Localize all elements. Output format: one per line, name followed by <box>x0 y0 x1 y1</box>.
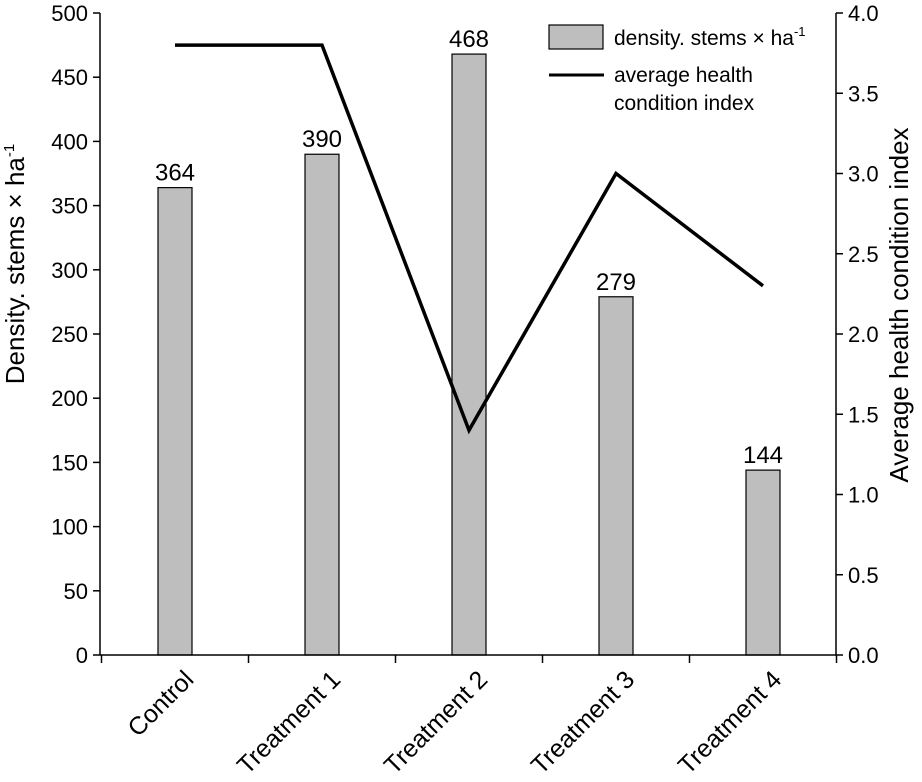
bar-0 <box>157 187 193 656</box>
bar-1 <box>304 153 340 656</box>
y-left-tick-label-3: 150 <box>51 450 88 475</box>
x-category-label-3: Treatment 3 <box>526 665 640 779</box>
y-right-tick-label-8: 4.0 <box>848 1 879 26</box>
legend-line-label-2: condition index <box>614 92 755 115</box>
y-right-tick-label-5: 2.5 <box>848 242 879 267</box>
y-right-tick-label-1: 0.5 <box>848 563 879 588</box>
legend: density. stems × ha-1 average health con… <box>548 24 806 115</box>
health-index-line <box>175 43 765 435</box>
bar-value-label-3: 279 <box>596 269 636 296</box>
y-right-tick-label-2: 1.0 <box>848 483 879 508</box>
x-category-label-1: Treatment 1 <box>232 665 346 779</box>
y-left-tick-label-6: 300 <box>51 258 88 283</box>
bar-value-label-2: 468 <box>449 26 489 53</box>
y-left-tick-label-0: 0 <box>76 643 88 668</box>
bar-2 <box>451 53 487 656</box>
y-left-axis-title: Density. stems × ha-1 <box>0 144 30 384</box>
y-left-tick-label-4: 200 <box>51 386 88 411</box>
x-category-label-0: Control <box>122 665 199 742</box>
y-left-tick-label-8: 400 <box>51 129 88 154</box>
y-right-tick-label-4: 2.0 <box>848 322 879 347</box>
bars-group <box>157 53 781 656</box>
y-right-tick-label-7: 3.5 <box>848 81 879 106</box>
y-left-tick-label-1: 50 <box>64 579 88 604</box>
y-right-tick-label-6: 3.0 <box>848 162 879 187</box>
legend-line-label-1: average health <box>614 64 753 87</box>
data-labels-group: 364 390 468 279 144 <box>155 26 783 469</box>
bar-4 <box>745 469 781 656</box>
y-right-tick-label-3: 1.5 <box>848 402 879 427</box>
x-category-label-4: Treatment 4 <box>673 665 788 780</box>
y-left-tick-label-2: 100 <box>51 515 88 540</box>
y-left-tick-label-9: 450 <box>51 65 88 90</box>
legend-bar-label: density. stems × ha-1 <box>614 24 806 50</box>
y-right-tick-label-0: 0.0 <box>848 643 879 668</box>
legend-bar-swatch <box>548 24 604 50</box>
line-series-group <box>175 43 765 435</box>
bar-value-label-0: 364 <box>155 160 195 187</box>
y-right-axis-title: Average health condition index <box>884 127 914 482</box>
bar-value-label-1: 390 <box>302 126 342 153</box>
x-category-label-2: Treatment 2 <box>379 665 493 779</box>
bar-3 <box>598 296 634 656</box>
y-left-tick-label-7: 350 <box>51 194 88 219</box>
bar-value-label-4: 144 <box>743 442 783 469</box>
y-left-tick-label-5: 250 <box>51 322 88 347</box>
y-left-tick-label-10: 500 <box>51 1 88 26</box>
